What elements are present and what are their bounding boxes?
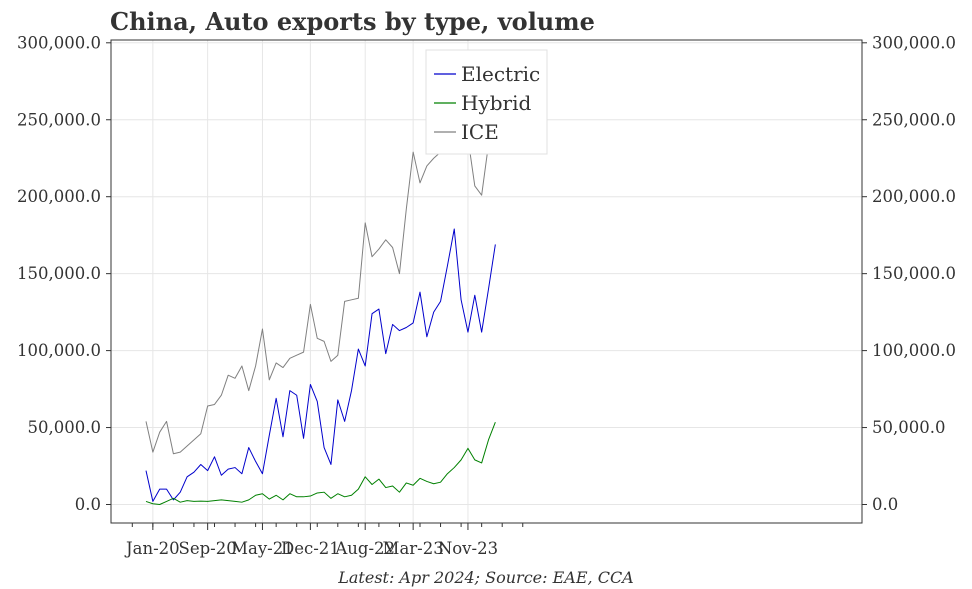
- y-tick-label: 0.0: [75, 495, 101, 514]
- x-axis: Jan-20Sep-20May-21Dec-21Aug-22Mar-23Nov-…: [124, 523, 524, 558]
- legend-label-hybrid: Hybrid: [461, 91, 532, 115]
- series-line-ice: [145, 62, 496, 455]
- legend-label-electric: Electric: [461, 62, 540, 86]
- x-tick-label: May-21: [231, 539, 294, 558]
- legend-label-ice: ICE: [461, 120, 499, 144]
- y-tick-label: 100,000.0: [17, 341, 101, 360]
- x-tick-label: Aug-22: [334, 539, 395, 558]
- y-tick-label: 150,000.0: [872, 264, 956, 283]
- y-tick-label: 250,000.0: [872, 110, 956, 129]
- series-line-hybrid: [145, 421, 496, 505]
- series-lines: [145, 62, 496, 505]
- plot-frame: [110, 39, 863, 524]
- x-tick-label: Sep-20: [179, 539, 237, 558]
- x-tick-label: Mar-23: [383, 539, 444, 558]
- y-tick-label: 200,000.0: [872, 187, 956, 206]
- y-tick-label: 300,000.0: [872, 33, 956, 52]
- source-footnote: Latest: Apr 2024; Source: EAE, CCA: [337, 568, 633, 587]
- series-line-electric: [145, 228, 496, 502]
- y-axis-left: 0.0 50,000.0 100,000.0 150,000.0 200,000.0 25…: [17, 33, 111, 514]
- x-tick-label: Dec-21: [281, 539, 340, 558]
- y-tick-label: 250,000.0: [17, 110, 101, 129]
- y-tick-label: 200,000.0: [17, 187, 101, 206]
- chart-title: China, Auto exports by type, volume: [110, 7, 595, 36]
- y-tick-label: 50,000.0: [872, 418, 945, 437]
- y-tick-label: 100,000.0: [872, 341, 956, 360]
- y-tick-label: 300,000.0: [17, 33, 101, 52]
- x-tick-label: Nov-23: [438, 539, 498, 558]
- y-tick-label: 150,000.0: [17, 264, 101, 283]
- legend: Electric Hybrid ICE: [425, 49, 548, 155]
- y-tick-label: 50,000.0: [28, 418, 101, 437]
- legend-box: [425, 49, 548, 155]
- x-tick-label: Jan-20: [124, 539, 180, 558]
- y-tick-label: 0.0: [872, 495, 898, 514]
- y-axis-right: 0.0 50,000.0 100,000.0 150,000.0 200,000.0 25…: [862, 33, 956, 514]
